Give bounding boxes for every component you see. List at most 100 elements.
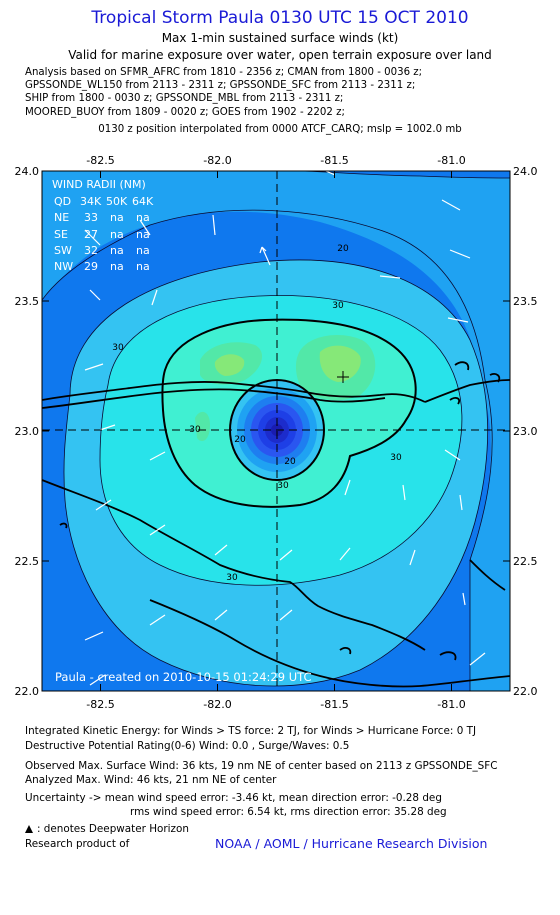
analysis-line: MOORED_BUOY from 1809 - 0020 z; GOES fro… (25, 106, 345, 118)
wind-arrow (259, 246, 271, 266)
y-tick-label: 22.5 (15, 555, 40, 568)
wind-arrow (469, 652, 486, 666)
fill-level-6 (214, 354, 245, 376)
wind-radii-row: SE 27 na na (54, 227, 162, 243)
wind-arrow (149, 614, 166, 626)
coastline (439, 651, 457, 661)
wind-radii-cell: 32 (84, 243, 98, 257)
position-line: 0130 z position interpolated from 0000 A… (98, 124, 462, 135)
wind-radii-cell: na (110, 211, 124, 225)
wind-arrow (339, 547, 351, 561)
wind-arrow (449, 249, 471, 259)
wind-arrow (402, 484, 406, 501)
x-tick-label: -81.5 (320, 698, 348, 711)
contour-label: 30 (332, 301, 344, 311)
wind-radii-cell: na (136, 211, 150, 225)
subtitle: Max 1-min sustained surface winds (kt) (161, 31, 399, 45)
wind-radii-row: NW 29 na na (54, 259, 162, 275)
wind-radii-cell: 33 (84, 211, 98, 225)
contour-label: 30 (189, 425, 201, 435)
wind-arrow (279, 549, 293, 561)
coastline (59, 522, 68, 529)
deepwater-label: : denotes Deepwater Horizon (37, 823, 189, 835)
wind-radii-cell: na (136, 227, 150, 241)
subtitle-exposure: Valid for marine exposure over water, op… (68, 48, 492, 62)
x-tick-label: -82.5 (86, 698, 114, 711)
contour-label: 30 (226, 573, 238, 583)
contour-fill: 20 30 20 30 30 30 20 30 30 (42, 171, 510, 691)
wind-arrow (84, 631, 104, 641)
x-tick-label: -82.5 (86, 154, 114, 167)
wind-radii-cell: na (136, 260, 150, 274)
wind-arrow (444, 449, 461, 461)
wind-arrow (151, 289, 158, 306)
wind-arrow (214, 544, 228, 556)
analysis-line: SHIP from 1800 - 0030 z; GPSSONDE_MBL fr… (25, 93, 344, 105)
ike-text: Integrated Kinetic Energy: for Winds > T… (25, 725, 477, 737)
coastlines (42, 361, 510, 688)
wind-radii-cell: NW (54, 260, 74, 274)
wind-radii-cell: na (110, 260, 124, 274)
y-tick-label: 23.5 (15, 295, 40, 308)
contour-labels: 20 30 20 30 30 30 20 30 30 (112, 244, 402, 583)
y-tick-label: 22.5 (513, 555, 538, 568)
wind-arrow (99, 424, 116, 431)
research-label: Research product of (25, 838, 130, 850)
wind-arrow (279, 609, 293, 621)
x-tick-label: -81.0 (437, 698, 465, 711)
wind-radii-title: WIND RADII (NM) (52, 178, 146, 191)
wind-arrow (149, 451, 166, 461)
wind-radii-cell: SW (54, 243, 72, 257)
wind-arrow (89, 674, 106, 686)
contour-label: 30 (390, 453, 402, 463)
axes (42, 170, 510, 692)
coastline (469, 559, 506, 591)
fill-level-6 (319, 345, 361, 382)
contour-label: 20 (337, 244, 349, 254)
contour-label: 30 (277, 481, 289, 491)
deepwater-icon (25, 825, 33, 833)
wind-arrow (139, 219, 151, 236)
y-tick-label: 23.5 (513, 295, 538, 308)
wind-arrow (84, 363, 104, 371)
wind-radii-grid: QD 34K 50K 64K NE 33 na na SE 27 na na S… (54, 194, 162, 275)
y-tick-label: 23.0 (15, 425, 40, 438)
wind-radii-header: 50K (106, 195, 128, 208)
x-tick-label: -82.0 (203, 154, 231, 167)
wind-radii-cell: na (110, 243, 124, 257)
contour-line (161, 318, 417, 508)
wind-arrow (447, 317, 469, 323)
wind-arrow (462, 592, 466, 606)
y-tick-label: 22.0 (15, 685, 40, 698)
wind-radii-header: 64K (132, 195, 154, 208)
wind-arrow (95, 499, 112, 511)
coastline (42, 479, 426, 651)
y-tick-label: 24.0 (513, 165, 538, 178)
wind-radii-cell: 27 (84, 227, 98, 241)
coastline (449, 397, 461, 405)
wind-arrow (84, 229, 101, 246)
fill-level-1 (42, 171, 510, 691)
fill-level-5 (195, 411, 210, 442)
x-tick-label: -81.0 (437, 154, 465, 167)
coastline (454, 361, 470, 371)
observed-wind-text: Observed Max. Surface Wind: 36 kts, 19 n… (25, 760, 498, 772)
map-credit: Paula - created on 2010-10-15 01:24:29 U… (55, 670, 312, 684)
x-tick-label: -81.5 (320, 154, 348, 167)
page-title: Tropical Storm Paula 0130 UTC 15 OCT 201… (91, 8, 469, 28)
wind-arrow (409, 549, 416, 566)
deepwater-legend: : denotes Deepwater Horizon (25, 823, 189, 835)
contour-label: 30 (112, 343, 124, 353)
tick-labels: -82.5 -82.5 -82.0 -82.0 -81.5 -81.5 -81.0 -81.0… (15, 154, 538, 711)
wind-arrow (324, 171, 336, 176)
dpr-text: Destructive Potential Rating(0-6) Wind: … (25, 740, 350, 752)
wind-vectors (84, 171, 486, 686)
wind-arrow (379, 275, 401, 279)
wind-arrow (459, 494, 463, 511)
wind-arrow (149, 524, 166, 536)
wind-radii-panel: WIND RADII (NM) (52, 177, 146, 193)
organization-name: NOAA / AOML / Hurricane Research Divisio… (215, 836, 488, 851)
y-tick-label: 22.0 (513, 685, 538, 698)
analysis-line: Analysis based on SFMR_AFRC from 1810 - … (25, 67, 423, 78)
